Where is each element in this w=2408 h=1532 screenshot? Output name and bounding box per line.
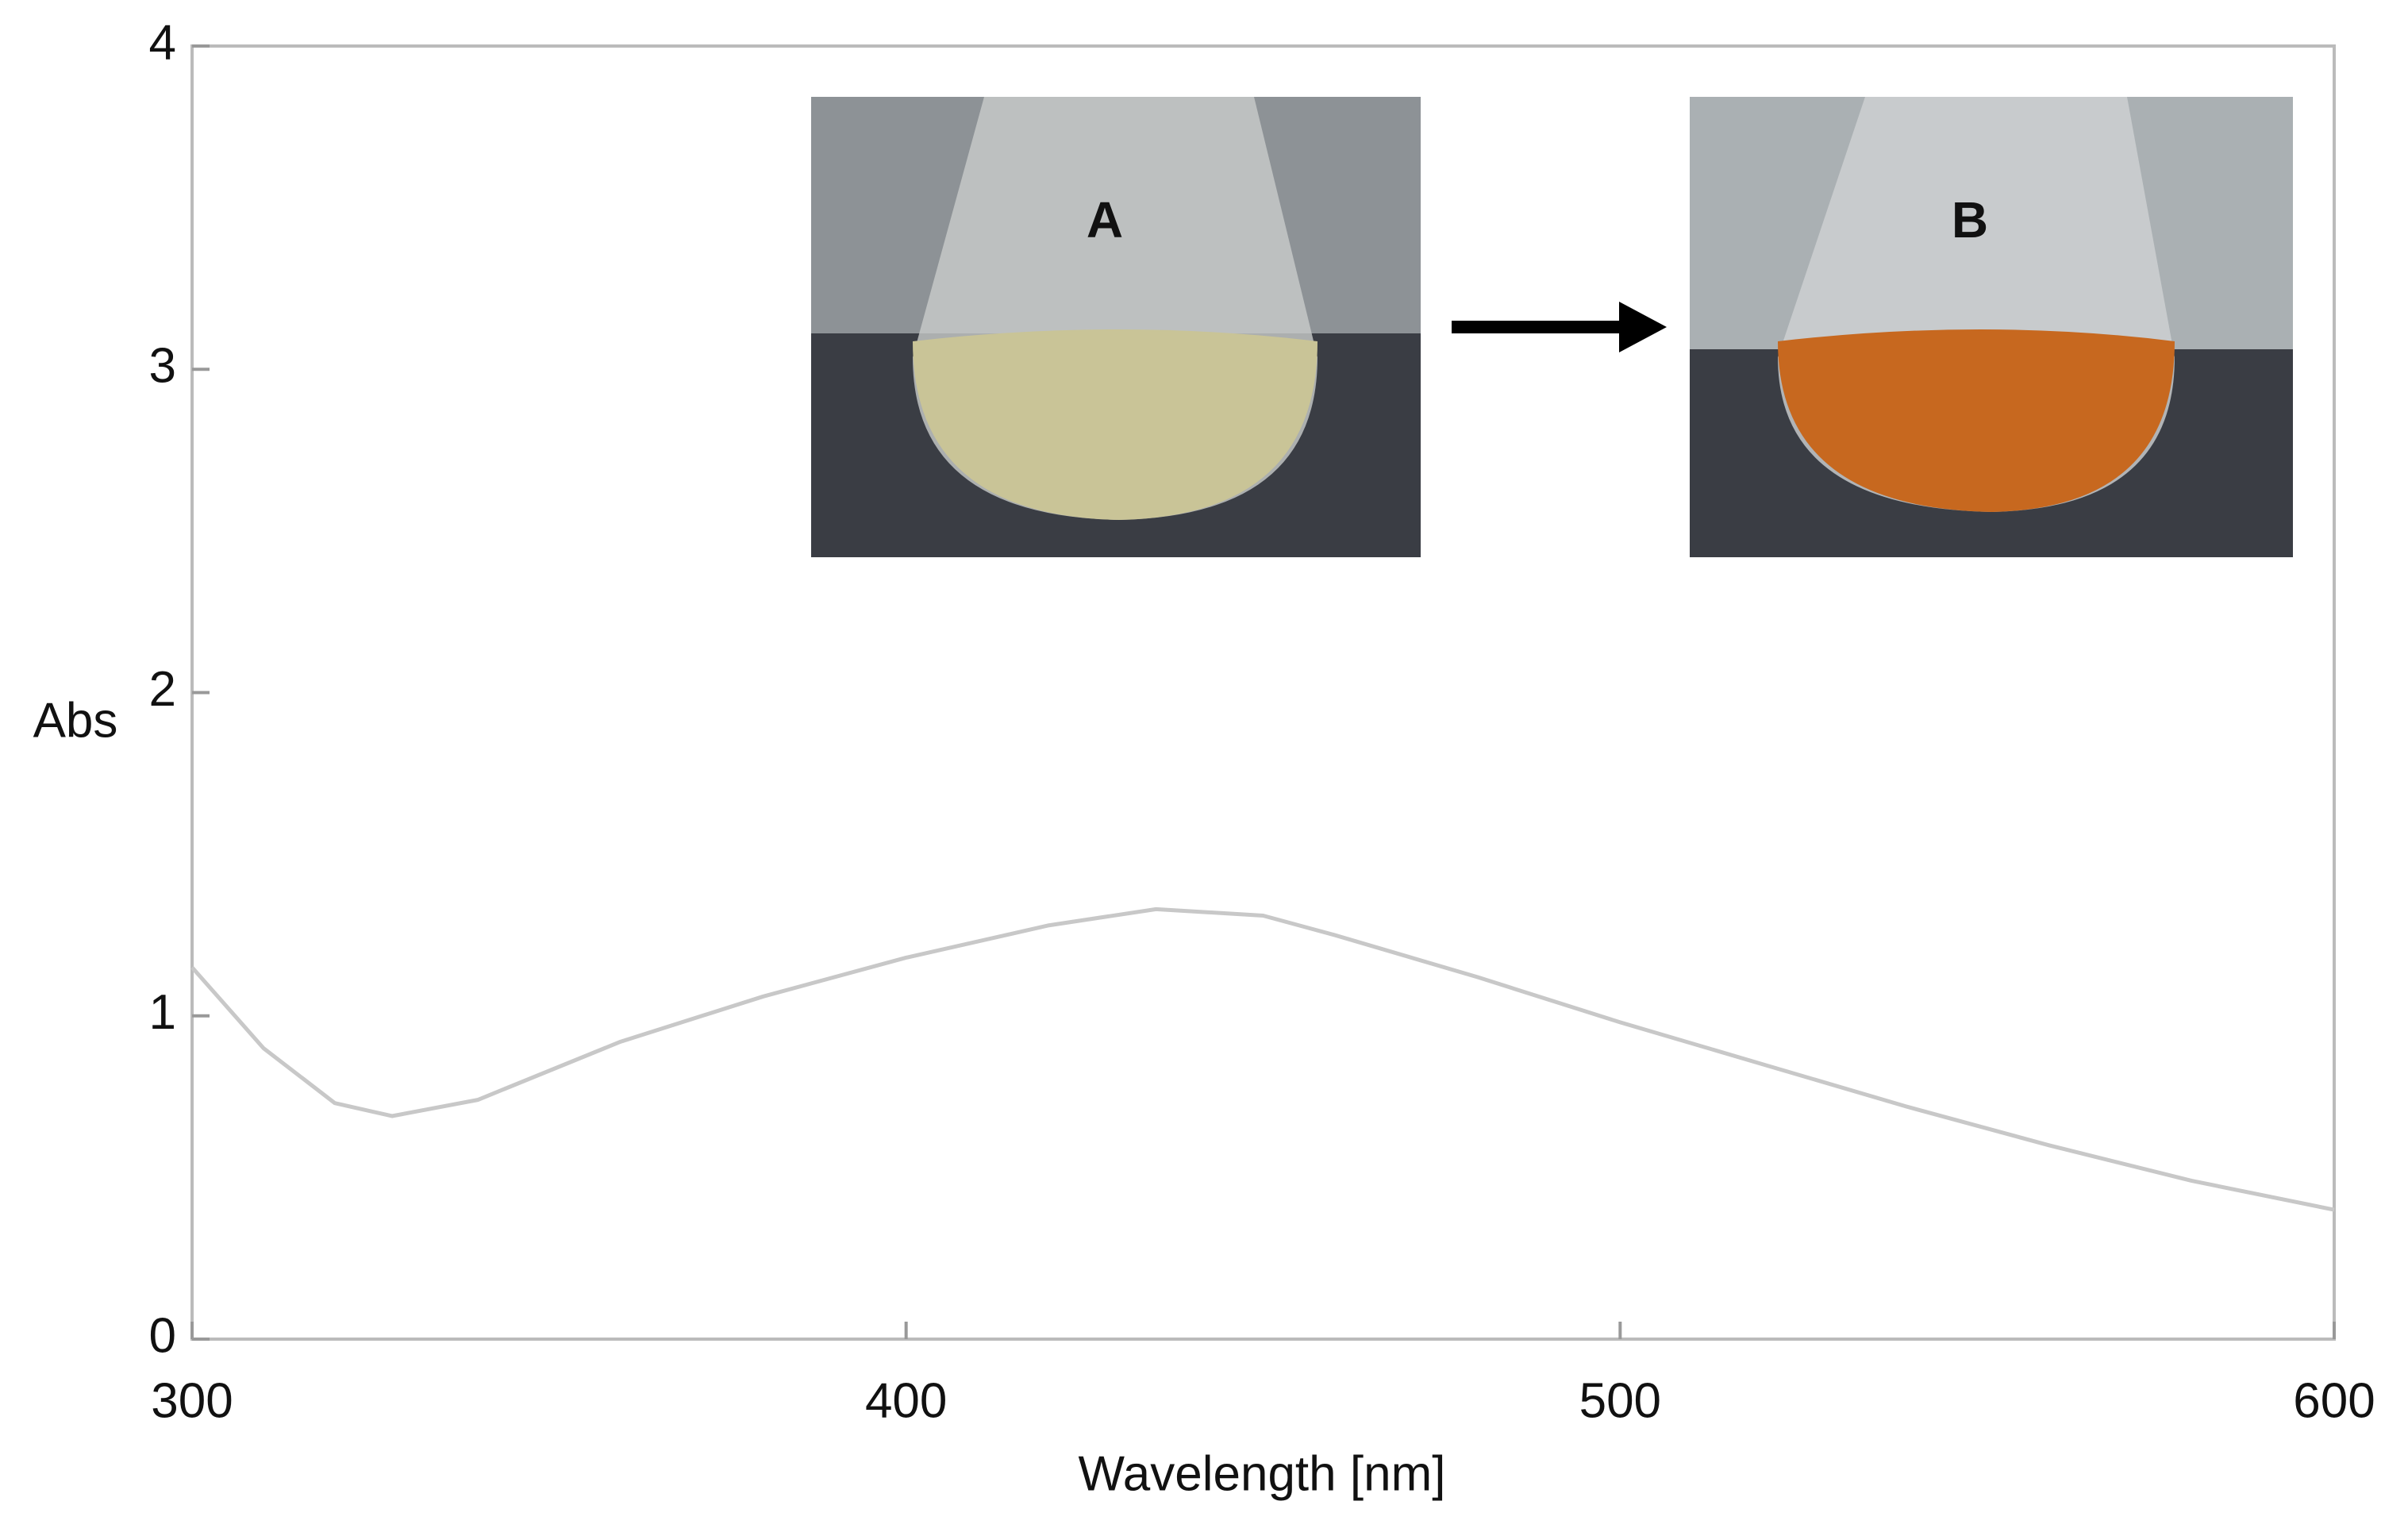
x-axis-label: Wavelength [nm] [1079,1446,1446,1501]
annotation: B [1952,191,1988,248]
y-tick-label: 2 [149,662,176,717]
x-tick-label: 400 [865,1373,947,1428]
y-tick-label: 3 [149,339,176,394]
x-tick-label: 300 [151,1373,233,1428]
photo-a [811,97,1421,557]
y-tick-label: 0 [149,1308,176,1363]
photo-b [1690,97,2293,557]
arrow [1452,302,1667,352]
y-tick-label: 4 [149,15,176,70]
y-tick-label: 1 [149,985,176,1040]
y-axis-label: Abs [33,693,118,748]
x-tick-label: 600 [2293,1373,2375,1428]
x-tick-label: 500 [1579,1373,1661,1428]
annotation: A [1087,191,1123,248]
line [190,906,2335,1212]
